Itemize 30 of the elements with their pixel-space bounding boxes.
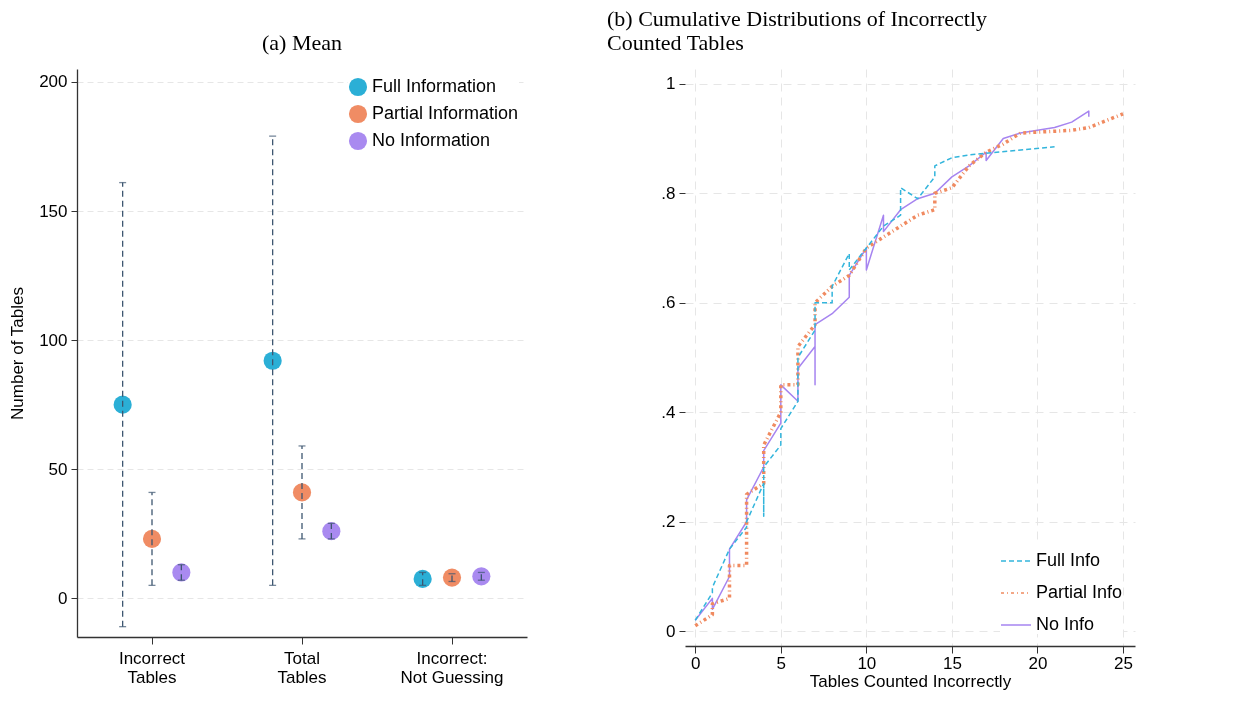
x-axis-title: Tables Counted Incorrectly	[809, 671, 1012, 691]
y-tick-label: 100	[39, 330, 68, 350]
x-tick-label: Total Tables	[277, 648, 327, 687]
y-tick-label: 50	[48, 459, 68, 479]
x-tick-label: 15	[942, 653, 962, 673]
x-tick-label: 25	[1114, 653, 1133, 673]
legend-label: No Information	[372, 130, 491, 150]
x-tick-label: 20	[1028, 653, 1048, 673]
chart-title: (b) Cumulative Distributions of Incorrectly Counted Tables	[607, 6, 988, 55]
chart-title: (a) Mean	[261, 30, 343, 55]
y-tick-label: 150	[39, 201, 68, 221]
x-tick-label: Incorrect Tables	[118, 648, 186, 687]
x-tick-label: 0	[691, 653, 701, 673]
x-tick-label: Incorrect: Not Guessing	[400, 648, 504, 687]
legend-label: Full Information	[372, 76, 497, 96]
y-tick-label: 200	[39, 72, 68, 92]
x-tick-label: 10	[857, 653, 877, 673]
y-axis-title: Number of Tables	[8, 287, 28, 420]
y-tick-label: .8	[661, 183, 676, 203]
legend-label: No Info	[1036, 614, 1095, 634]
y-tick-label: .4	[661, 402, 676, 422]
y-tick-label: 1	[666, 74, 676, 94]
y-tick-label: .6	[661, 293, 676, 313]
y-tick-label: 0	[58, 588, 68, 608]
legend-label: Partial Info	[1036, 582, 1123, 602]
legend-label: Partial Information	[372, 103, 519, 123]
y-tick-label: .2	[661, 512, 676, 532]
y-tick-label: 0	[666, 621, 676, 641]
legend-label: Full Info	[1036, 550, 1101, 570]
x-tick-label: 5	[776, 653, 787, 673]
